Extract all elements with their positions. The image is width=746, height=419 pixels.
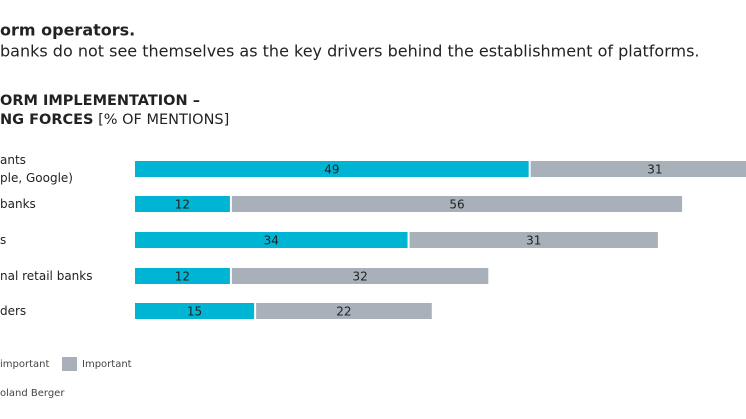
subtitle: banks do not see themselves as the key d… (0, 42, 700, 61)
bar (135, 196, 230, 212)
bar (135, 232, 408, 248)
bar (231, 268, 489, 284)
category-label: ants (0, 153, 26, 167)
chart-title: NG FORCES [% OF MENTIONS] (0, 112, 229, 128)
bar (409, 232, 658, 248)
data-label: 34 (264, 234, 279, 248)
category-label: ple, Google) (0, 171, 73, 185)
data-label: 12 (175, 270, 190, 284)
data-label: 31 (526, 234, 541, 248)
bar (256, 303, 432, 319)
category-label: s (0, 233, 6, 247)
category-label: banks (0, 197, 36, 211)
data-label: 31 (647, 163, 662, 177)
category-label: banks (0, 197, 36, 211)
category-label: s (0, 233, 6, 247)
data-label: 15 (187, 305, 202, 319)
data-label: 32 (352, 270, 367, 284)
category-label: ants ple, Google) (0, 153, 73, 185)
bar (530, 161, 746, 177)
source: oland Berger (0, 388, 65, 399)
data-label: 12 (175, 198, 190, 212)
category-label: ders (0, 304, 26, 318)
category-label: nal retail banks (0, 269, 92, 283)
legend-swatch (62, 357, 77, 371)
chart-title: NG FORCES (0, 112, 93, 128)
title: orm operators. (0, 21, 135, 40)
category-label: ders (0, 304, 26, 318)
data-label: 49 (324, 163, 339, 177)
bar (135, 161, 529, 177)
legend-label: important (0, 359, 49, 370)
bar (135, 303, 255, 319)
legend-label: Important (82, 359, 132, 370)
data-label: 56 (449, 198, 464, 212)
chart-unit: [% OF MENTIONS] (93, 112, 229, 128)
data-label: 22 (336, 305, 351, 319)
chart-title: ORM IMPLEMENTATION – (0, 93, 200, 109)
bar (135, 268, 230, 284)
category-label: nal retail banks (0, 269, 92, 283)
bar (231, 196, 683, 212)
